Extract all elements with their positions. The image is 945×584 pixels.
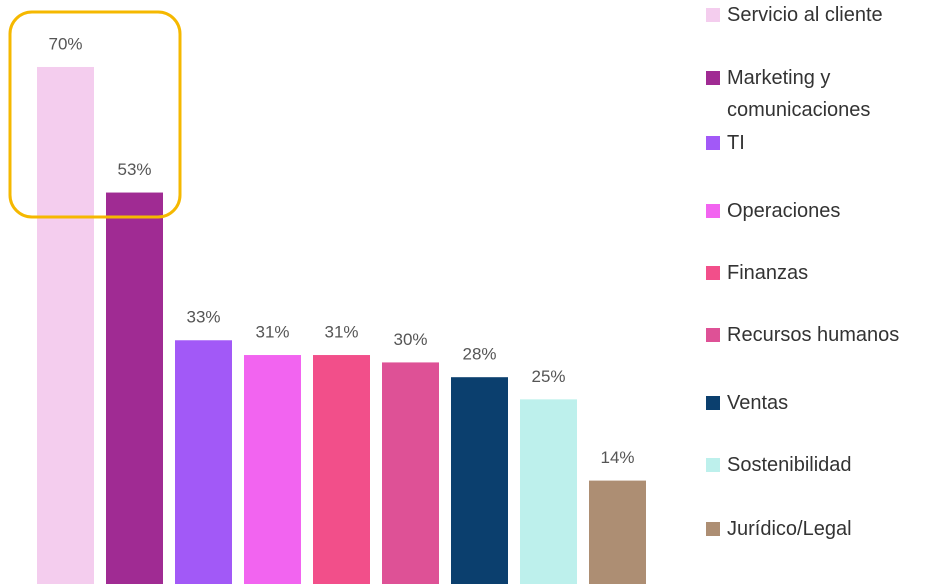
bar (37, 66, 94, 584)
highlight-box (8, 10, 182, 219)
legend-swatch (706, 71, 720, 85)
legend-label: Ventas (727, 392, 789, 414)
legend-swatch (706, 328, 720, 342)
value-label: 14% (600, 448, 634, 467)
legend-label: Recursos humanos (727, 324, 900, 346)
legend-label: Operaciones (727, 200, 841, 222)
legend-label: Finanzas (727, 262, 809, 284)
bar (520, 399, 577, 584)
bar (451, 377, 508, 584)
legend-swatch (706, 458, 720, 472)
legend-label: Sostenibilidad (727, 454, 852, 476)
legend-swatch (706, 396, 720, 410)
value-label: 53% (117, 160, 151, 179)
legend-swatch (706, 266, 720, 280)
legend-label: Marketing y comunicaciones (727, 67, 871, 121)
value-label: 25% (531, 367, 565, 386)
legend-swatch (706, 8, 720, 22)
legend-label: TI (727, 132, 745, 154)
bar (175, 340, 232, 584)
value-label: 28% (462, 345, 496, 364)
legend-swatch (706, 136, 720, 150)
legend-swatch (706, 204, 720, 218)
bar (106, 192, 163, 584)
bar (313, 355, 370, 584)
bar (244, 355, 301, 584)
bar (382, 362, 439, 584)
value-label: 30% (393, 330, 427, 349)
value-label: 31% (255, 323, 289, 342)
legend-swatch (706, 522, 720, 536)
value-label: 31% (324, 323, 358, 342)
value-label: 33% (186, 308, 220, 327)
legend-label: Jurídico/Legal (727, 518, 852, 540)
bar (589, 480, 646, 584)
legend-label: Servicio al cliente (727, 4, 883, 26)
value-label: 70% (48, 34, 82, 53)
